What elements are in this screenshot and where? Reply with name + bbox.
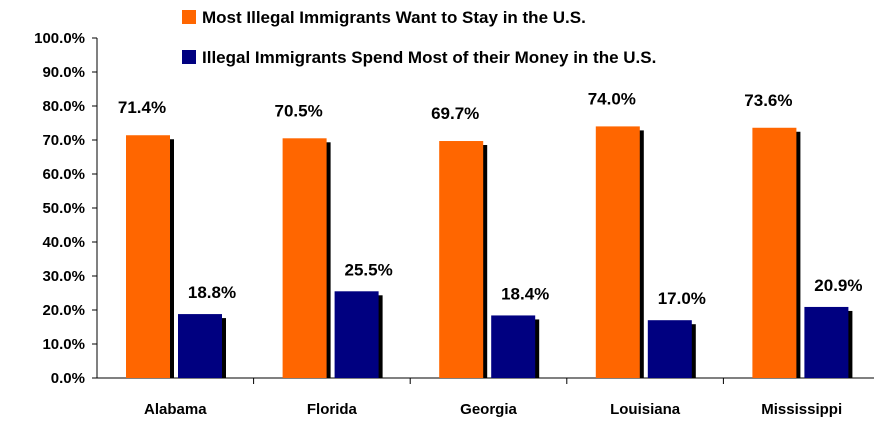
y-tick-label: 0.0%: [51, 370, 85, 387]
data-label: 20.9%: [814, 276, 862, 295]
data-label: 71.4%: [118, 98, 166, 117]
category-label: Georgia: [460, 401, 517, 418]
data-label: 70.5%: [274, 101, 322, 120]
y-tick-label: 50.0%: [42, 200, 85, 217]
y-tick-label: 10.0%: [42, 336, 85, 353]
y-tick-label: 80.0%: [42, 98, 85, 115]
legend-swatch-spend: [182, 50, 196, 64]
y-tick-label: 40.0%: [42, 234, 85, 251]
bar-stay: [126, 135, 170, 378]
bar-spend: [178, 314, 222, 378]
data-label: 18.8%: [188, 283, 236, 302]
data-label: 74.0%: [588, 89, 636, 108]
data-label: 17.0%: [658, 289, 706, 308]
bar-spend: [804, 306, 849, 378]
y-tick-label: 60.0%: [42, 166, 85, 183]
y-tick-label: 30.0%: [42, 268, 85, 285]
y-tick-label: 90.0%: [42, 64, 85, 81]
data-label: 69.7%: [431, 104, 479, 123]
legend-swatch-stay: [182, 10, 196, 24]
bar-stay: [595, 126, 640, 379]
bar-stay: [439, 141, 484, 378]
bar-stay: [752, 127, 797, 378]
category-label: Florida: [307, 401, 358, 418]
data-label: 73.6%: [744, 91, 792, 110]
bar-spend: [647, 320, 692, 378]
y-tick-label: 20.0%: [42, 302, 85, 319]
category-label: Alabama: [144, 401, 207, 418]
category-label: Louisiana: [610, 401, 681, 418]
axes: 0.0% 10.0% 20.0% 30.0% 40.0% 50.0% 60.0% 70.0% 8…: [34, 30, 874, 418]
y-tick-label: 100.0%: [34, 30, 85, 47]
legend: Most Illegal Immigrants Want to Stay in …: [182, 8, 656, 67]
data-labels: 71.4% 18.8% 70.5% 25.5% 69.7% 18.4% 74.0% 17.0%…: [118, 89, 863, 308]
legend-label-spend: Illegal Immigrants Spend Most of their M…: [202, 48, 656, 67]
legend-label-stay: Most Illegal Immigrants Want to Stay in …: [202, 8, 586, 27]
y-tick-label: 70.0%: [42, 132, 85, 149]
bars: [126, 126, 853, 379]
data-label: 25.5%: [344, 260, 392, 279]
bar-stay: [282, 138, 327, 378]
bar-spend: [491, 315, 536, 378]
data-label: 18.4%: [501, 284, 549, 303]
bar-spend: [334, 291, 379, 378]
category-label: Mississippi: [761, 401, 842, 418]
